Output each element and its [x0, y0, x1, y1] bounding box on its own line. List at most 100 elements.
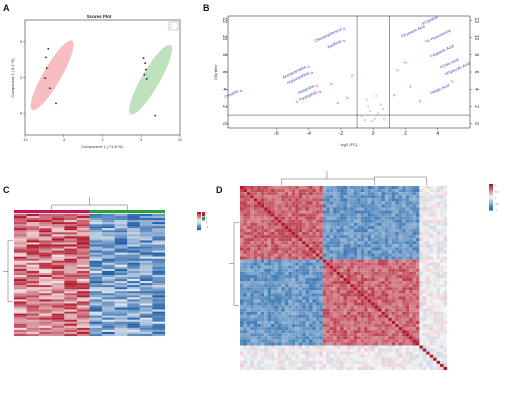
correlation-cell — [415, 268, 420, 272]
correlation-cell — [443, 366, 448, 371]
correlation-cell — [436, 244, 441, 248]
correlation-cell — [381, 204, 385, 208]
correlation-cell — [253, 222, 258, 226]
correlation-cell — [253, 232, 258, 236]
correlation-cell — [277, 228, 282, 233]
correlation-cell — [298, 253, 303, 257]
correlation-cell — [298, 274, 303, 279]
correlation-cell — [298, 207, 303, 211]
correlation-cell — [412, 244, 416, 248]
correlation-cell — [433, 216, 437, 220]
correlation-cell — [350, 342, 354, 346]
heatmap-cell — [114, 285, 128, 288]
heatmap-cell — [127, 301, 140, 304]
correlation-cell — [302, 250, 306, 254]
heatmap-cell — [51, 317, 65, 320]
correlation-cell — [326, 204, 330, 208]
correlation-cell — [395, 339, 399, 343]
correlation-cell — [357, 238, 361, 242]
correlation-cell — [302, 299, 306, 303]
correlation-cell — [440, 235, 444, 239]
correlation-cell — [398, 235, 403, 239]
correlation-cell — [343, 192, 347, 196]
correlation-cell — [357, 311, 361, 315]
correlation-cell — [243, 342, 247, 346]
correlation-cell — [353, 195, 358, 199]
correlation-column-label: · — [261, 372, 263, 373]
heatmap-cell — [114, 230, 128, 233]
correlation-cell — [240, 324, 244, 328]
correlation-cell — [264, 268, 268, 272]
correlation-cell — [381, 324, 385, 328]
correlation-cell — [271, 262, 275, 266]
correlation-cell — [271, 308, 275, 312]
correlation-cell — [419, 232, 423, 236]
correlation-cell — [436, 207, 441, 211]
correlation-cell — [409, 201, 413, 205]
correlation-cell — [298, 342, 303, 346]
correlation-cell — [384, 241, 389, 245]
correlation-cell — [250, 192, 254, 196]
correlation-cell — [240, 210, 244, 214]
correlation-cell — [346, 241, 351, 245]
correlation-cell — [405, 210, 410, 214]
correlation-cell — [357, 198, 361, 202]
heatmap-cell — [76, 252, 90, 255]
correlation-cell — [281, 290, 285, 294]
correlation-cell — [243, 327, 247, 331]
correlation-cell — [250, 271, 254, 275]
correlation-cell — [309, 308, 313, 312]
correlation-cell — [346, 342, 351, 346]
scores-x-tick-label: -5 — [62, 138, 65, 142]
correlation-cell — [322, 225, 327, 229]
correlation-cell — [257, 342, 261, 346]
correlation-cell — [443, 333, 448, 337]
correlation-cell — [419, 247, 423, 251]
correlation-cell — [402, 339, 406, 343]
correlation-cell — [302, 324, 306, 328]
heatmap-cell — [26, 323, 40, 326]
correlation-cell — [267, 222, 272, 226]
correlation-cell — [305, 225, 310, 229]
heatmap-cell — [152, 311, 166, 314]
heatmap-cell — [102, 228, 115, 231]
correlation-cell — [378, 222, 382, 226]
heatmap-cell — [139, 309, 153, 312]
correlation-cell — [257, 216, 261, 220]
correlation-cell — [253, 327, 258, 331]
correlation-cell — [415, 271, 420, 275]
correlation-cell — [309, 314, 313, 318]
correlation-cell — [257, 213, 261, 217]
correlation-cell — [260, 317, 265, 321]
correlation-cell — [336, 213, 341, 217]
correlation-cell — [277, 222, 282, 226]
correlation-cell — [309, 287, 313, 291]
correlation-cell — [422, 305, 427, 309]
correlation-cell — [277, 216, 282, 220]
correlation-cell — [353, 317, 358, 321]
correlation-cell — [250, 235, 254, 239]
correlation-cell — [315, 216, 320, 220]
correlation-cell — [422, 274, 427, 279]
score-point-label: · — [50, 48, 51, 50]
correlation-cell — [253, 308, 258, 312]
correlation-cell — [388, 293, 392, 297]
correlation-cell — [253, 189, 258, 193]
correlation-cell — [333, 247, 337, 251]
correlation-cell — [405, 345, 410, 349]
correlation-cell — [257, 339, 261, 343]
correlation-cell — [433, 189, 437, 193]
correlation-cell — [415, 262, 420, 266]
correlation-cell — [340, 250, 344, 254]
heatmap-cell — [76, 305, 90, 308]
heatmap-cell — [102, 248, 115, 251]
correlation-cell — [253, 333, 258, 337]
correlation-cell — [319, 247, 323, 251]
correlation-cell — [360, 281, 365, 285]
correlation-cell — [243, 204, 247, 208]
correlation-cell — [274, 250, 278, 254]
correlation-cell — [329, 204, 334, 208]
correlation-cell — [309, 265, 313, 269]
heatmap-cell — [64, 236, 77, 239]
correlation-cell — [271, 333, 275, 337]
